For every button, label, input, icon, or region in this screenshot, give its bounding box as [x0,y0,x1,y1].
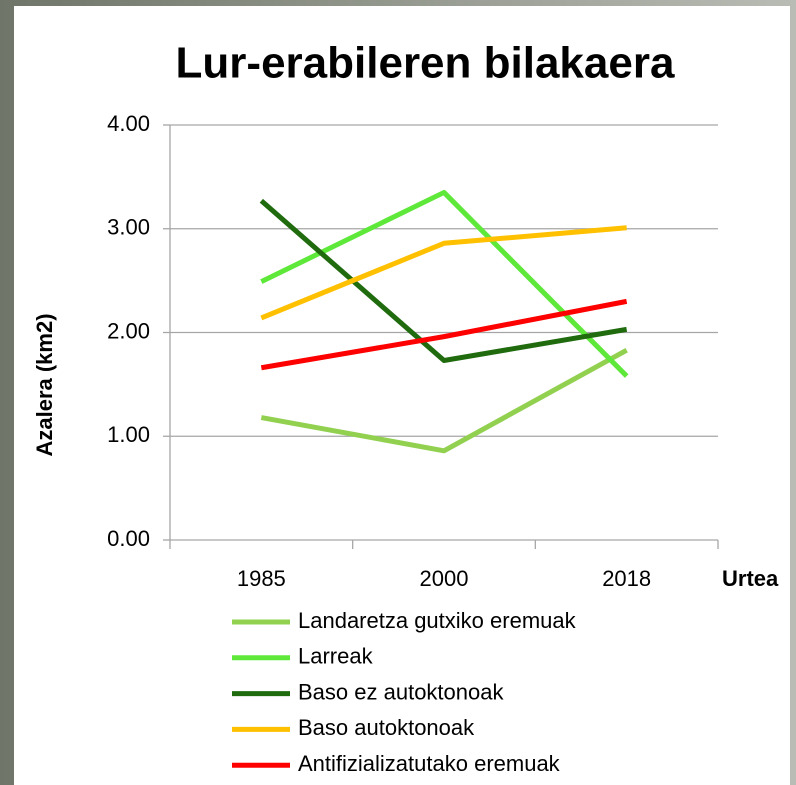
legend-label: Landaretza gutxiko eremuak [298,608,577,633]
chart: Lur-erabileren bilakaera Urtea Azalera (… [0,0,796,785]
legend-label: Baso ez autoktonoak [298,679,504,704]
y-tick-label: 3.00 [107,215,150,240]
x-tick-label: 2018 [602,566,651,591]
page: {"chart_data": {"type": "line", "title":… [0,0,796,785]
x-tick-label: 2000 [420,566,469,591]
legend-label: Larreak [298,644,374,669]
legend-label: Antifizializatutako eremuak [298,751,561,776]
y-tick-label: 4.00 [107,111,150,136]
x-axis-label: Urtea [722,566,779,591]
x-tick-label: 1985 [237,566,286,591]
y-tick-label: 2.00 [107,318,150,343]
y-axis-label: Azalera (km2) [32,313,57,456]
legend-label: Baso autoktonoak [298,715,475,740]
y-tick-label: 1.00 [107,422,150,447]
chart-title: Lur-erabileren bilakaera [176,39,675,88]
y-tick-label: 0.00 [107,526,150,551]
